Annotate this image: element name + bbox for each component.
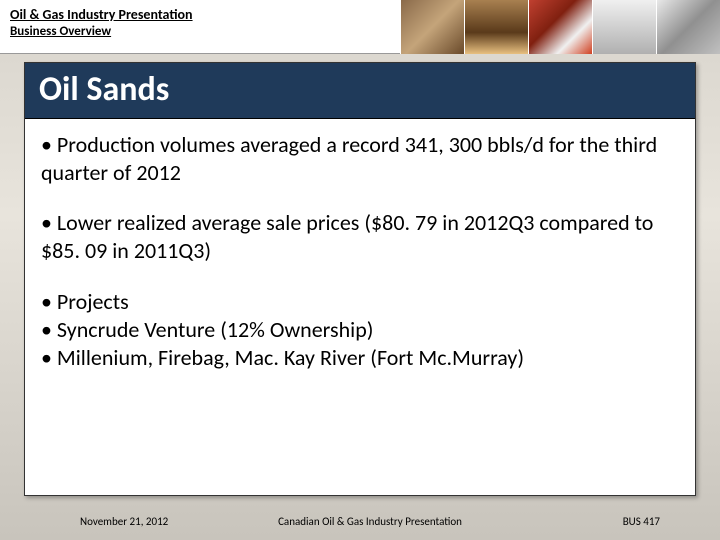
header-image-2: [464, 0, 528, 54]
header-row: Oil & Gas Industry Presentation Business…: [0, 0, 720, 54]
bullet-line: • Production volumes averaged a record 3…: [41, 131, 679, 187]
bullet-block-1: • Production volumes averaged a record 3…: [41, 131, 679, 187]
presentation-title: Oil & Gas Industry Presentation: [10, 6, 390, 24]
bullet-line: • Projects: [41, 288, 679, 316]
bullet-line: • Syncrude Venture (12% Ownership): [41, 316, 679, 344]
header-image-1: [400, 0, 464, 54]
bullet-line: • Millenium, Firebag, Mac. Kay River (Fo…: [41, 344, 679, 372]
bullet-block-2: • Lower realized average sale prices ($8…: [41, 209, 679, 265]
footer-date: November 21, 2012: [80, 515, 251, 528]
header-image-3: [528, 0, 592, 54]
bullet-block-3: • Projects • Syncrude Venture (12% Owner…: [41, 288, 679, 372]
section-title: Oil Sands: [25, 63, 695, 119]
content-card: Oil Sands • Production volumes averaged …: [24, 62, 696, 496]
presentation-subtitle: Business Overview: [10, 24, 390, 39]
slide: Oil & Gas Industry Presentation Business…: [0, 0, 720, 540]
footer-row: November 21, 2012 Canadian Oil & Gas Ind…: [0, 508, 720, 540]
header-text-block: Oil & Gas Industry Presentation Business…: [0, 0, 400, 54]
header-image-strip: [400, 0, 720, 54]
body-text: • Production volumes averaged a record 3…: [25, 119, 695, 380]
header-image-5: [656, 0, 720, 54]
header-image-4: [592, 0, 656, 54]
footer-course: BUS 417: [489, 515, 660, 528]
bullet-line: • Lower realized average sale prices ($8…: [41, 209, 679, 265]
footer-title: Canadian Oil & Gas Industry Presentation: [251, 515, 490, 528]
